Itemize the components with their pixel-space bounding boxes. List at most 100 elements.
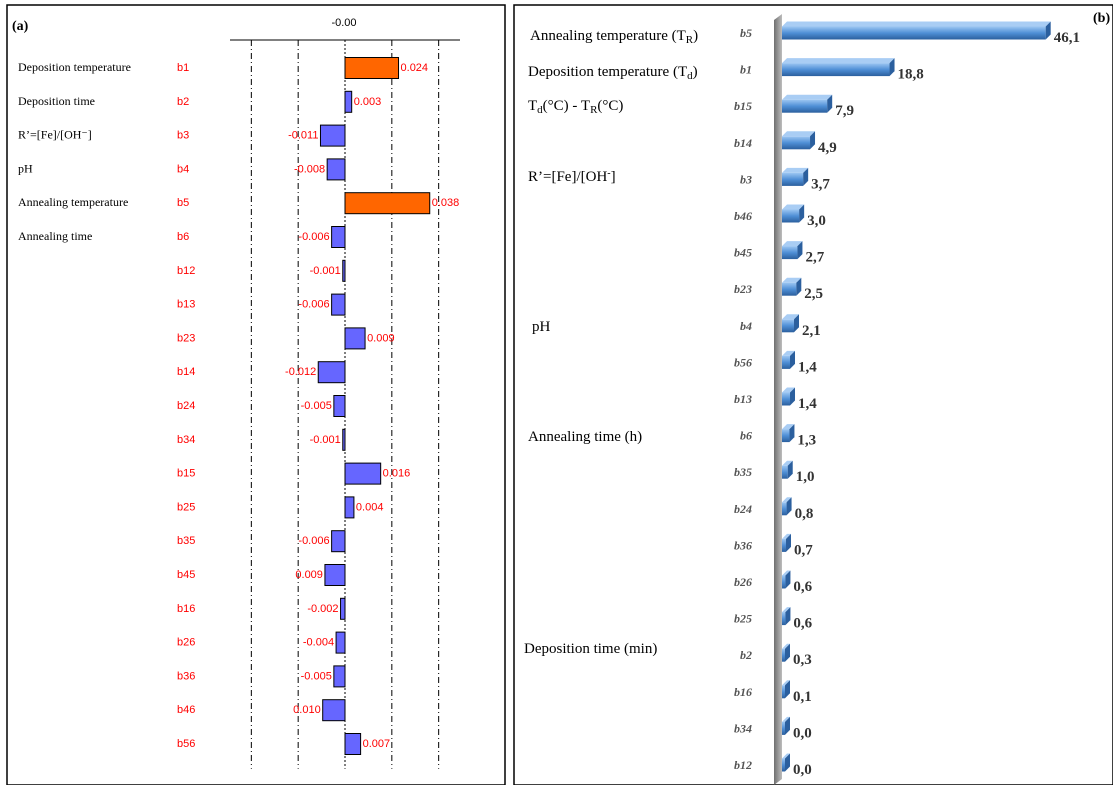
value-label: -0.008: [294, 163, 325, 175]
value-label: 7,9: [835, 103, 854, 119]
bar-end-face: [785, 753, 790, 772]
bar: [342, 428, 346, 451]
bar-end-face: [785, 643, 790, 662]
bar-end-face: [785, 716, 790, 735]
value-label: -0.002: [307, 603, 338, 615]
value-label: 4,9: [818, 140, 837, 156]
category-label: b34: [734, 721, 752, 735]
bar-top-face: [782, 350, 796, 356]
bar: [782, 63, 890, 77]
category-label: b45: [734, 246, 752, 260]
bar: [335, 631, 346, 654]
factor-deposition-temperature: Deposition temperature (Td): [528, 64, 698, 82]
bar-top-face: [782, 607, 791, 613]
bar: [782, 26, 1046, 40]
factor-annealing-temperature: Annealing temperature (TR): [530, 28, 698, 46]
bar-top-face: [782, 21, 1051, 27]
value-label: -0.012: [285, 366, 316, 378]
value-label: 0,6: [793, 579, 812, 595]
panel-b: (b) Annealing temperature (TR) Depositio…: [513, 4, 1113, 786]
value-label: 1,4: [798, 359, 817, 375]
bar: [782, 319, 795, 333]
value-label: 1,4: [798, 396, 817, 412]
panel-a-frame: [6, 4, 506, 786]
bar: [322, 699, 346, 722]
factor-label: Deposition time: [18, 94, 95, 108]
value-label: 0.009: [295, 569, 323, 581]
bar-end-face: [889, 58, 895, 77]
bar: [782, 246, 798, 260]
category-label: b2: [177, 96, 189, 108]
bar-top-face: [782, 680, 790, 686]
bar: [331, 530, 346, 553]
bar-end-face: [1045, 21, 1051, 40]
panel-a-value-labels: 0.024 0.003 -0.011 -0.008 0.038 -0.006 -0.001 -…: [285, 62, 459, 750]
value-label: 0.038: [432, 197, 460, 209]
category-label: b56: [734, 355, 752, 369]
bar: [782, 99, 828, 113]
value-label: 18,8: [898, 67, 924, 83]
bar: [324, 564, 346, 586]
bar: [782, 282, 797, 296]
value-label: -0.005: [301, 400, 332, 412]
factor-annealing-time: Annealing time (h): [528, 429, 642, 445]
bar-top-face: [782, 241, 803, 247]
value-label: 0,8: [795, 506, 814, 522]
panel-a: (a) -0.00 Deposition temperatureDepositi…: [6, 4, 506, 786]
category-label: b46: [177, 704, 195, 716]
axis-wall: [774, 14, 782, 785]
value-label: 0.010: [293, 704, 321, 716]
panel-a-zero-label: -0.00: [331, 17, 356, 29]
bar-top-face: [782, 643, 790, 649]
bar: [344, 733, 362, 755]
category-label: b25: [734, 612, 752, 626]
factor-label: Annealing time: [18, 229, 92, 243]
bar: [782, 538, 787, 552]
bar: [333, 665, 346, 688]
panel-b-frame: [513, 4, 1113, 786]
category-label: b23: [734, 282, 752, 296]
value-label: 0,0: [793, 762, 812, 778]
value-label: -0.011: [288, 130, 318, 142]
value-label: 0.004: [356, 501, 384, 513]
category-label: b4: [177, 163, 189, 175]
category-label: b23: [177, 332, 195, 344]
factor-label: Annealing temperature: [18, 195, 128, 209]
bar-end-face: [796, 277, 802, 296]
panel-b-label: (b): [1093, 11, 1110, 26]
bar-end-face: [790, 350, 796, 369]
bar: [344, 327, 366, 350]
value-label: -0.006: [298, 299, 329, 311]
bar-end-face: [789, 424, 795, 443]
bar-top-face: [782, 716, 790, 722]
bar-end-face: [803, 167, 809, 186]
bar-top-face: [782, 497, 792, 503]
value-label: 3,0: [807, 213, 826, 229]
factor-ph: pH: [532, 319, 551, 335]
bar: [331, 293, 346, 316]
category-label: b3: [740, 172, 752, 186]
value-label: 0,1: [793, 689, 812, 705]
bar: [782, 465, 788, 479]
bar-end-face: [810, 131, 816, 150]
bar: [782, 612, 786, 626]
bar-top-face: [782, 387, 796, 393]
bar-end-face: [827, 94, 833, 113]
category-label: b14: [177, 366, 195, 378]
bar: [326, 158, 346, 181]
category-label: b24: [734, 502, 752, 516]
bar-top-face: [782, 94, 833, 100]
category-label: b12: [177, 265, 195, 277]
bar-end-face: [787, 460, 793, 479]
category-label: b16: [177, 603, 195, 615]
category-label: b12: [734, 758, 752, 772]
factor-label: R’=[Fe]/[OH⁻]: [18, 128, 92, 142]
bar: [782, 648, 785, 662]
category-label: b5: [177, 197, 189, 209]
category-label: b5: [740, 26, 752, 40]
bar-top-face: [782, 58, 895, 64]
factor-deposition-time: Deposition time (min): [524, 641, 657, 657]
panel-a-factor-labels: Deposition temperature Deposition time R’=…: [18, 60, 131, 243]
bar: [340, 597, 346, 620]
bar-top-face: [782, 460, 793, 466]
